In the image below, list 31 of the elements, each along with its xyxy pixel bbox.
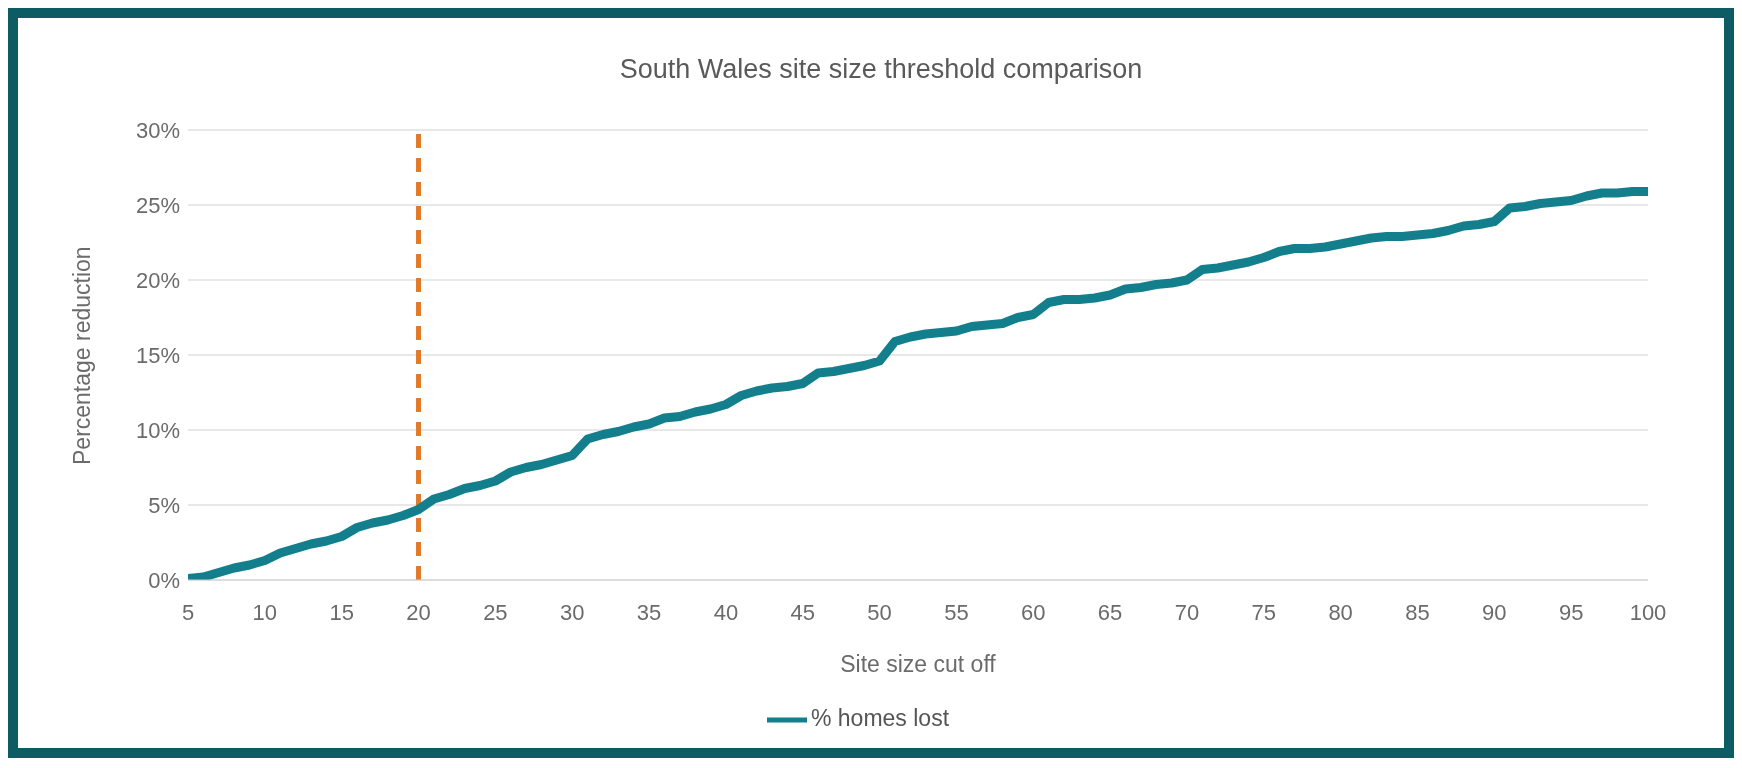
legend-label: % homes lost <box>810 705 950 732</box>
x-axis-title: Site size cut off <box>840 651 997 677</box>
y-tick-label: 10% <box>135 417 180 443</box>
x-tick-label: 10 <box>252 599 278 625</box>
x-tick-label: 75 <box>1251 599 1277 625</box>
x-tick-label: 95 <box>1558 599 1584 625</box>
y-tick-label: 20% <box>135 267 180 293</box>
x-tick-label: 55 <box>944 599 969 625</box>
x-tick-label: 45 <box>790 599 815 625</box>
x-tick-label: 100 <box>1629 599 1667 625</box>
y-tick-label: 5% <box>148 492 180 518</box>
x-tick-label: 5 <box>181 599 195 625</box>
chart-title: South Wales site size threshold comparison <box>618 53 1144 86</box>
y-tick-label: 30% <box>135 117 180 143</box>
y-tick-label: 25% <box>135 192 180 218</box>
x-tick-label: 60 <box>1021 599 1046 625</box>
x-tick-label: 65 <box>1097 599 1123 625</box>
x-tick-label: 20 <box>406 599 431 625</box>
x-tick-label: 30 <box>559 599 585 625</box>
x-tick-label: 90 <box>1482 599 1507 625</box>
x-tick-label: 35 <box>636 599 662 625</box>
x-tick-label: 85 <box>1405 599 1430 625</box>
x-tick-label: 80 <box>1328 599 1353 625</box>
x-tick-label: 15 <box>329 599 354 625</box>
y-tick-label: 0% <box>148 567 180 593</box>
y-tick-label: 15% <box>135 342 180 368</box>
y-axis-title: Percentage reduction <box>69 246 96 465</box>
x-tick-label: 50 <box>867 599 892 625</box>
x-tick-label: 70 <box>1174 599 1200 625</box>
x-tick-label: 40 <box>713 599 739 625</box>
x-tick-label: 25 <box>483 599 508 625</box>
